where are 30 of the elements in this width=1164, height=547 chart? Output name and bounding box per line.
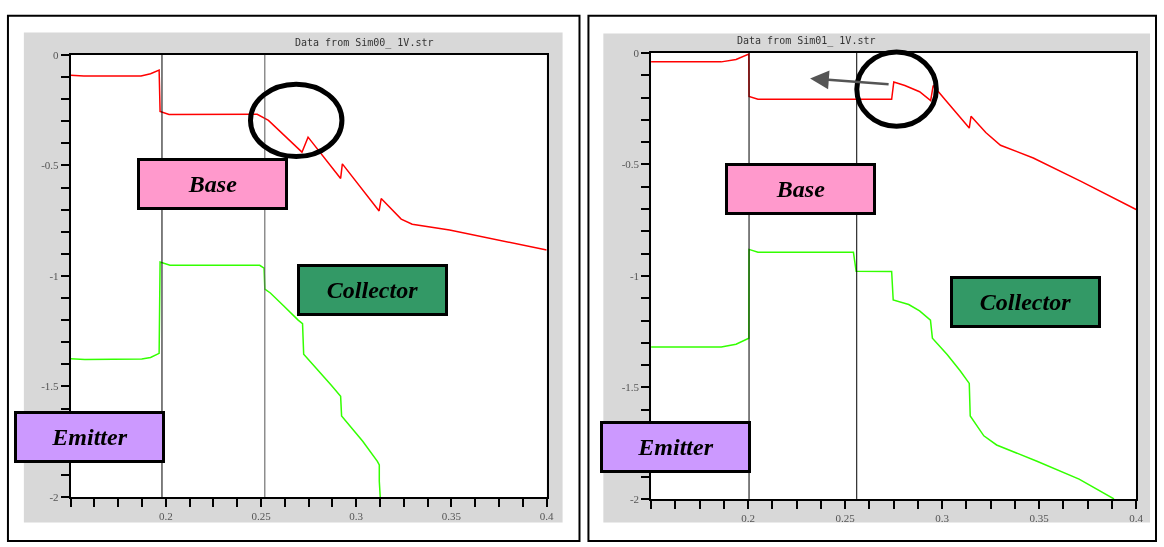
annotation: Emitter — [637, 434, 714, 460]
x-tick-label: 0.25 — [251, 509, 272, 522]
annotation: Base — [187, 171, 238, 197]
x-tick-label: 0.3 — [349, 509, 364, 522]
annotation: Collector — [979, 289, 1072, 315]
y-tick-label: 0 — [633, 46, 640, 59]
x-tick-label: 0.2 — [741, 511, 755, 524]
y-tick-label: -0.5 — [621, 158, 640, 171]
x-tick-label: 0.3 — [935, 511, 950, 524]
y-tick-label: -1.5 — [621, 381, 640, 394]
x-tick-label: 0.35 — [1029, 511, 1050, 524]
y-tick-label: -1 — [49, 269, 59, 282]
x-tick-label: 0.35 — [441, 509, 462, 522]
annotation: Base — [775, 176, 826, 202]
x-tick-label: 0.25 — [835, 511, 856, 524]
y-tick-label: 0 — [53, 48, 60, 61]
y-tick-label: -2 — [49, 490, 59, 503]
chart-title: Data from Sim01_ 1V.str — [737, 35, 876, 47]
y-tick-label: -1.5 — [41, 380, 60, 393]
y-tick-label: -0.5 — [41, 159, 60, 172]
x-tick-label: 0.2 — [158, 509, 173, 522]
y-tick-label: -2 — [629, 492, 640, 505]
y-tick-label: -1 — [629, 269, 640, 282]
x-tick-label: 0.4 — [539, 509, 555, 522]
annotation: Emitter — [51, 424, 128, 450]
annotation: Collector — [326, 277, 419, 303]
line-series — [70, 69, 547, 251]
chart-title: Data from Sim00_ 1V.str — [295, 37, 434, 49]
x-tick-label: 0.4 — [1129, 511, 1144, 524]
line-series — [651, 53, 1137, 211]
